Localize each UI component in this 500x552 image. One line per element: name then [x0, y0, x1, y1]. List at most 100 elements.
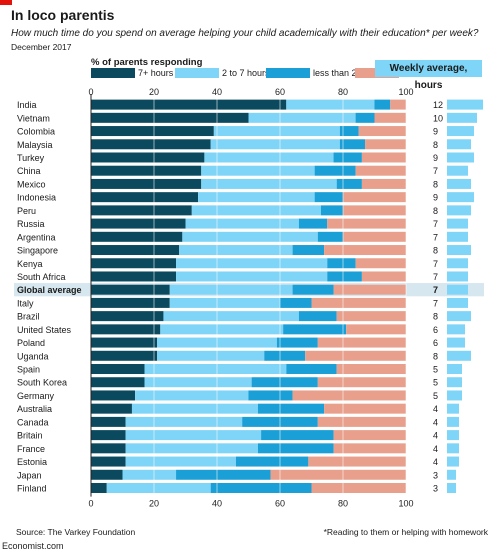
bar-segment: [333, 284, 406, 295]
bar-segment: [91, 390, 136, 401]
category-label: Canada: [17, 417, 49, 427]
category-label: South Africa: [17, 272, 66, 282]
bar-segment: [125, 416, 243, 427]
bar-segment: [204, 152, 334, 163]
category-label: Brazil: [17, 312, 40, 322]
legend-item-less2: less than 2 hours: [266, 68, 382, 78]
bar-segment: [144, 377, 252, 388]
x-tick-label: 40: [212, 87, 222, 97]
weekly-value-label: 4: [433, 444, 438, 454]
weekly-value-label: 7: [433, 166, 438, 176]
bar-segment: [339, 126, 359, 137]
x-tick-label: 20: [149, 87, 159, 97]
category-label: Finland: [17, 483, 47, 493]
bar-segment: [210, 482, 312, 493]
bar-segment: [311, 482, 406, 493]
bar-segment: [91, 297, 170, 308]
weekly-bar: [447, 178, 471, 189]
bar-segment: [91, 205, 192, 216]
bar-segment: [235, 456, 309, 467]
x-tick-label-bottom: 40: [212, 499, 222, 509]
bar-segment: [343, 192, 406, 203]
bar-segment: [213, 126, 340, 137]
bar-segment: [169, 297, 280, 308]
weekly-value-label: 8: [433, 312, 438, 322]
x-tick-label-bottom: 20: [149, 499, 159, 509]
bar-segment: [91, 443, 126, 454]
footnote: *Reading to them or helping with homewor…: [323, 527, 488, 537]
bar-segment: [333, 152, 362, 163]
legend-item-2to7: 2 to 7 hours: [175, 68, 270, 78]
category-label: United States: [17, 325, 72, 335]
bar-segment: [106, 482, 211, 493]
bar-segment: [198, 192, 315, 203]
weekly-bar: [447, 112, 477, 123]
category-label: Italy: [17, 298, 34, 308]
weekly-value-label: 5: [433, 365, 438, 375]
bar-segment: [91, 311, 164, 322]
category-label: Spain: [17, 365, 40, 375]
bar-segment: [317, 231, 343, 242]
bar-segment: [264, 350, 306, 361]
weekly-value-label: 8: [433, 140, 438, 150]
x-tick-label-bottom: 0: [88, 499, 93, 509]
bar-segment: [298, 311, 337, 322]
weekly-value-label: 9: [433, 193, 438, 203]
bar-segment: [91, 350, 158, 361]
bar-segment: [91, 324, 161, 335]
weekly-value-label: 3: [433, 470, 438, 480]
bar-segment: [91, 284, 170, 295]
x-tick-label: 100: [398, 87, 413, 97]
bar-segment: [311, 297, 406, 308]
bar-segment: [91, 430, 126, 441]
weekly-bar: [447, 337, 465, 348]
bar-segment: [91, 469, 123, 480]
bar-segment: [201, 165, 315, 176]
bar-segment: [283, 324, 347, 335]
bar-segment: [91, 416, 126, 427]
bar-segment: [91, 152, 205, 163]
bar-segment: [131, 403, 258, 414]
bar-segment: [317, 416, 406, 427]
category-label: India: [17, 100, 37, 110]
bar-segment: [91, 271, 177, 282]
x-tick-label: 0: [88, 87, 93, 97]
legend-swatch: [175, 68, 219, 78]
bar-segment: [336, 311, 406, 322]
bar-segment: [91, 99, 287, 110]
bar-segment: [160, 324, 284, 335]
weekly-bar: [447, 192, 474, 203]
bar-segment: [333, 430, 406, 441]
bar-segment: [176, 271, 328, 282]
bar-segment: [91, 218, 186, 229]
x-tick-label-bottom: 100: [398, 499, 413, 509]
x-tick-label: 60: [275, 87, 285, 97]
bar-segment: [191, 205, 321, 216]
weekly-value-label: 4: [433, 457, 438, 467]
bar-segment: [248, 390, 293, 401]
legend-label: 7+ hours: [138, 68, 174, 78]
bar-segment: [339, 139, 366, 150]
bar-segment: [91, 364, 145, 375]
category-label: France: [17, 444, 45, 454]
legend-swatch: [91, 68, 135, 78]
x-tick-label-bottom: 60: [275, 499, 285, 509]
bar-segment: [336, 178, 362, 189]
weekly-average-header: Weekly average, hours: [375, 60, 482, 91]
bar-segment: [317, 337, 406, 348]
weekly-value-label: 7: [433, 259, 438, 269]
bar-segment: [270, 469, 406, 480]
bar-segment: [327, 271, 362, 282]
x-tick-label-bottom: 80: [338, 499, 348, 509]
bar-segment: [251, 377, 318, 388]
bar-segment: [91, 377, 145, 388]
bar-segment: [361, 271, 406, 282]
bar-segment: [91, 337, 158, 348]
bar-segment: [292, 245, 325, 256]
bar-segment: [201, 178, 337, 189]
bar-segment: [343, 205, 406, 216]
weekly-value-label: 10: [433, 113, 443, 123]
bar-segment: [125, 456, 236, 467]
bar-segment: [286, 364, 337, 375]
category-label: Britain: [17, 431, 43, 441]
